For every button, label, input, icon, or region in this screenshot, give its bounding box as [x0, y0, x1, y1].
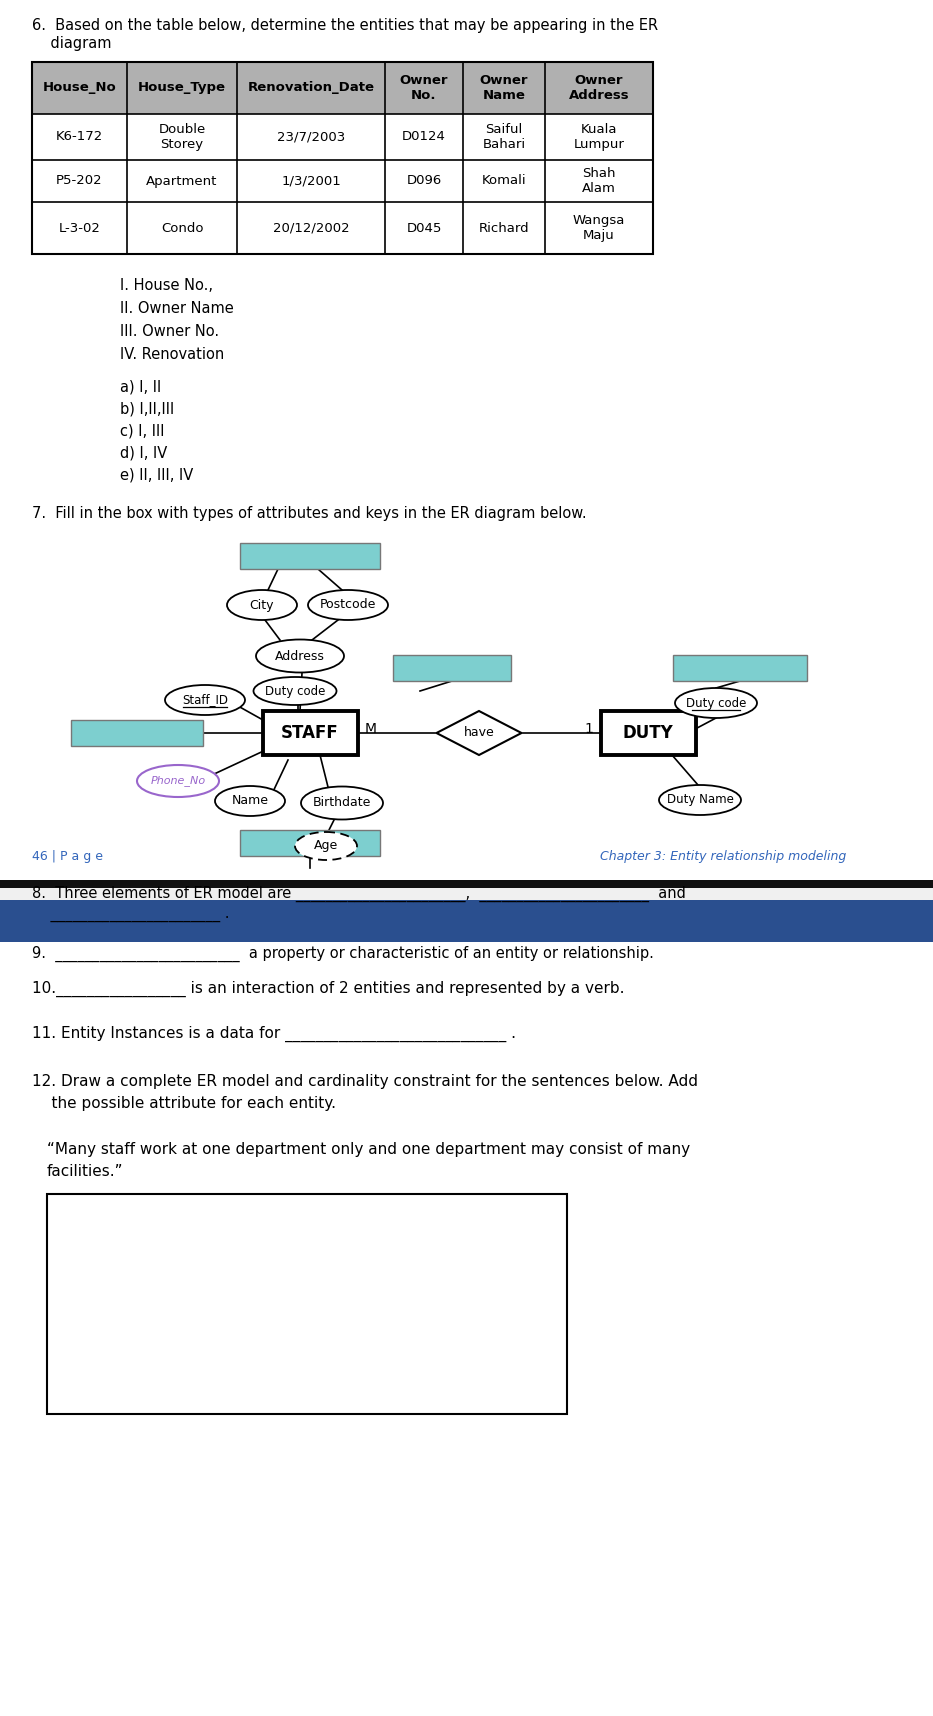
Text: Owner
Address: Owner Address [569, 74, 630, 101]
Ellipse shape [301, 786, 383, 820]
Text: III. Owner No.: III. Owner No. [120, 324, 219, 340]
Ellipse shape [675, 688, 757, 717]
Text: M: M [365, 722, 377, 736]
Ellipse shape [659, 784, 741, 815]
Text: Chapter 3: Entity relationship modeling: Chapter 3: Entity relationship modeling [600, 849, 846, 863]
Text: Duty Name: Duty Name [666, 793, 733, 807]
Ellipse shape [137, 765, 219, 796]
Bar [240, 831, 380, 856]
Ellipse shape [256, 640, 344, 673]
Text: Duty code: Duty code [686, 697, 746, 709]
Ellipse shape [227, 590, 297, 619]
Text: K6-172: K6-172 [56, 130, 104, 144]
Bar [240, 542, 380, 570]
Bar [0, 887, 933, 899]
Text: _______________________ .: _______________________ . [32, 908, 230, 923]
Bar [673, 656, 807, 681]
Text: e) II, III, IV: e) II, III, IV [120, 468, 193, 482]
Bar [32, 62, 653, 254]
Text: Address: Address [275, 649, 325, 662]
Text: Postcode: Postcode [320, 599, 376, 611]
Bar [393, 656, 511, 681]
Text: Condo: Condo [160, 221, 203, 235]
Text: Renovation_Date: Renovation_Date [247, 81, 374, 94]
Text: 6.  Based on the table below, determine the entities that may be appearing in th: 6. Based on the table below, determine t… [32, 17, 658, 33]
Text: Komali: Komali [481, 175, 526, 187]
Text: Owner
Name: Owner Name [480, 74, 528, 101]
Bar [0, 880, 933, 887]
Bar [0, 942, 933, 1716]
Text: the possible attribute for each entity.: the possible attribute for each entity. [32, 1097, 336, 1110]
Bar [71, 721, 203, 746]
Bar [262, 710, 357, 755]
Bar [0, 0, 933, 880]
Text: Shah
Alam: Shah Alam [582, 166, 616, 196]
Text: Wangsa
Maju: Wangsa Maju [573, 214, 625, 242]
Text: Apartment: Apartment [146, 175, 217, 187]
Text: House_Type: House_Type [138, 81, 226, 94]
Ellipse shape [254, 678, 337, 705]
Text: c) I, III: c) I, III [120, 424, 164, 439]
Text: House_No: House_No [43, 81, 117, 94]
Ellipse shape [308, 590, 388, 619]
Text: Double
Storey: Double Storey [159, 124, 205, 151]
Text: Staff_ID: Staff_ID [182, 693, 228, 707]
Text: STAFF: STAFF [281, 724, 339, 741]
Text: 12. Draw a complete ER model and cardinality constraint for the sentences below.: 12. Draw a complete ER model and cardina… [32, 1074, 698, 1090]
Text: Age: Age [313, 839, 338, 853]
Text: D0124: D0124 [402, 130, 446, 144]
Text: L-3-02: L-3-02 [59, 221, 101, 235]
Text: diagram: diagram [32, 36, 112, 51]
Text: 10._________________ is an interaction of 2 entities and represented by a verb.: 10._________________ is an interaction o… [32, 982, 624, 997]
Text: D096: D096 [407, 175, 441, 187]
Ellipse shape [215, 786, 285, 817]
Text: Richard: Richard [479, 221, 529, 235]
Text: “Many staff work at one department only and one department may consist of many: “Many staff work at one department only … [47, 1143, 690, 1157]
Text: Kuala
Lumpur: Kuala Lumpur [574, 124, 624, 151]
Text: 9.  _________________________  a property or characteristic of an entity or rela: 9. _________________________ a property … [32, 946, 654, 963]
Text: 46 | P a g e: 46 | P a g e [32, 849, 103, 863]
Text: Duty code: Duty code [265, 685, 326, 697]
Text: DUTY: DUTY [622, 724, 674, 741]
Text: b) I,II,III: b) I,II,III [120, 402, 174, 417]
Text: 7.  Fill in the box with types of attributes and keys in the ER diagram below.: 7. Fill in the box with types of attribu… [32, 506, 587, 522]
Text: Owner
No.: Owner No. [399, 74, 448, 101]
Text: 1/3/2001: 1/3/2001 [281, 175, 341, 187]
Bar [601, 710, 695, 755]
Text: City: City [250, 599, 274, 611]
Text: Saiful
Bahari: Saiful Bahari [482, 124, 525, 151]
Text: 23/7/2003: 23/7/2003 [277, 130, 345, 144]
Text: IV. Renovation: IV. Renovation [120, 347, 224, 362]
Bar [32, 62, 653, 113]
Text: 1: 1 [584, 722, 593, 736]
Text: D045: D045 [406, 221, 441, 235]
Text: 11. Entity Instances is a data for _____________________________ .: 11. Entity Instances is a data for _____… [32, 1026, 516, 1042]
Text: Name: Name [231, 795, 269, 808]
Ellipse shape [295, 832, 357, 860]
Bar [0, 899, 933, 942]
Text: d) I, IV: d) I, IV [120, 446, 167, 462]
Text: Phone_No: Phone_No [150, 776, 205, 786]
Polygon shape [437, 710, 522, 755]
Text: a) I, II: a) I, II [120, 379, 161, 395]
Ellipse shape [165, 685, 245, 716]
Text: have: have [464, 726, 494, 740]
Text: Birthdate: Birthdate [313, 796, 371, 810]
Text: facilities.”: facilities.” [47, 1163, 123, 1179]
Text: 20/12/2002: 20/12/2002 [272, 221, 349, 235]
Text: P5-202: P5-202 [56, 175, 103, 187]
Text: I. House No.,: I. House No., [120, 278, 213, 293]
Text: 8.  Three elements of ER model are _______________________,  ___________________: 8. Three elements of ER model are ______… [32, 885, 686, 903]
Bar [47, 1194, 567, 1414]
Text: II. Owner Name: II. Owner Name [120, 300, 234, 316]
